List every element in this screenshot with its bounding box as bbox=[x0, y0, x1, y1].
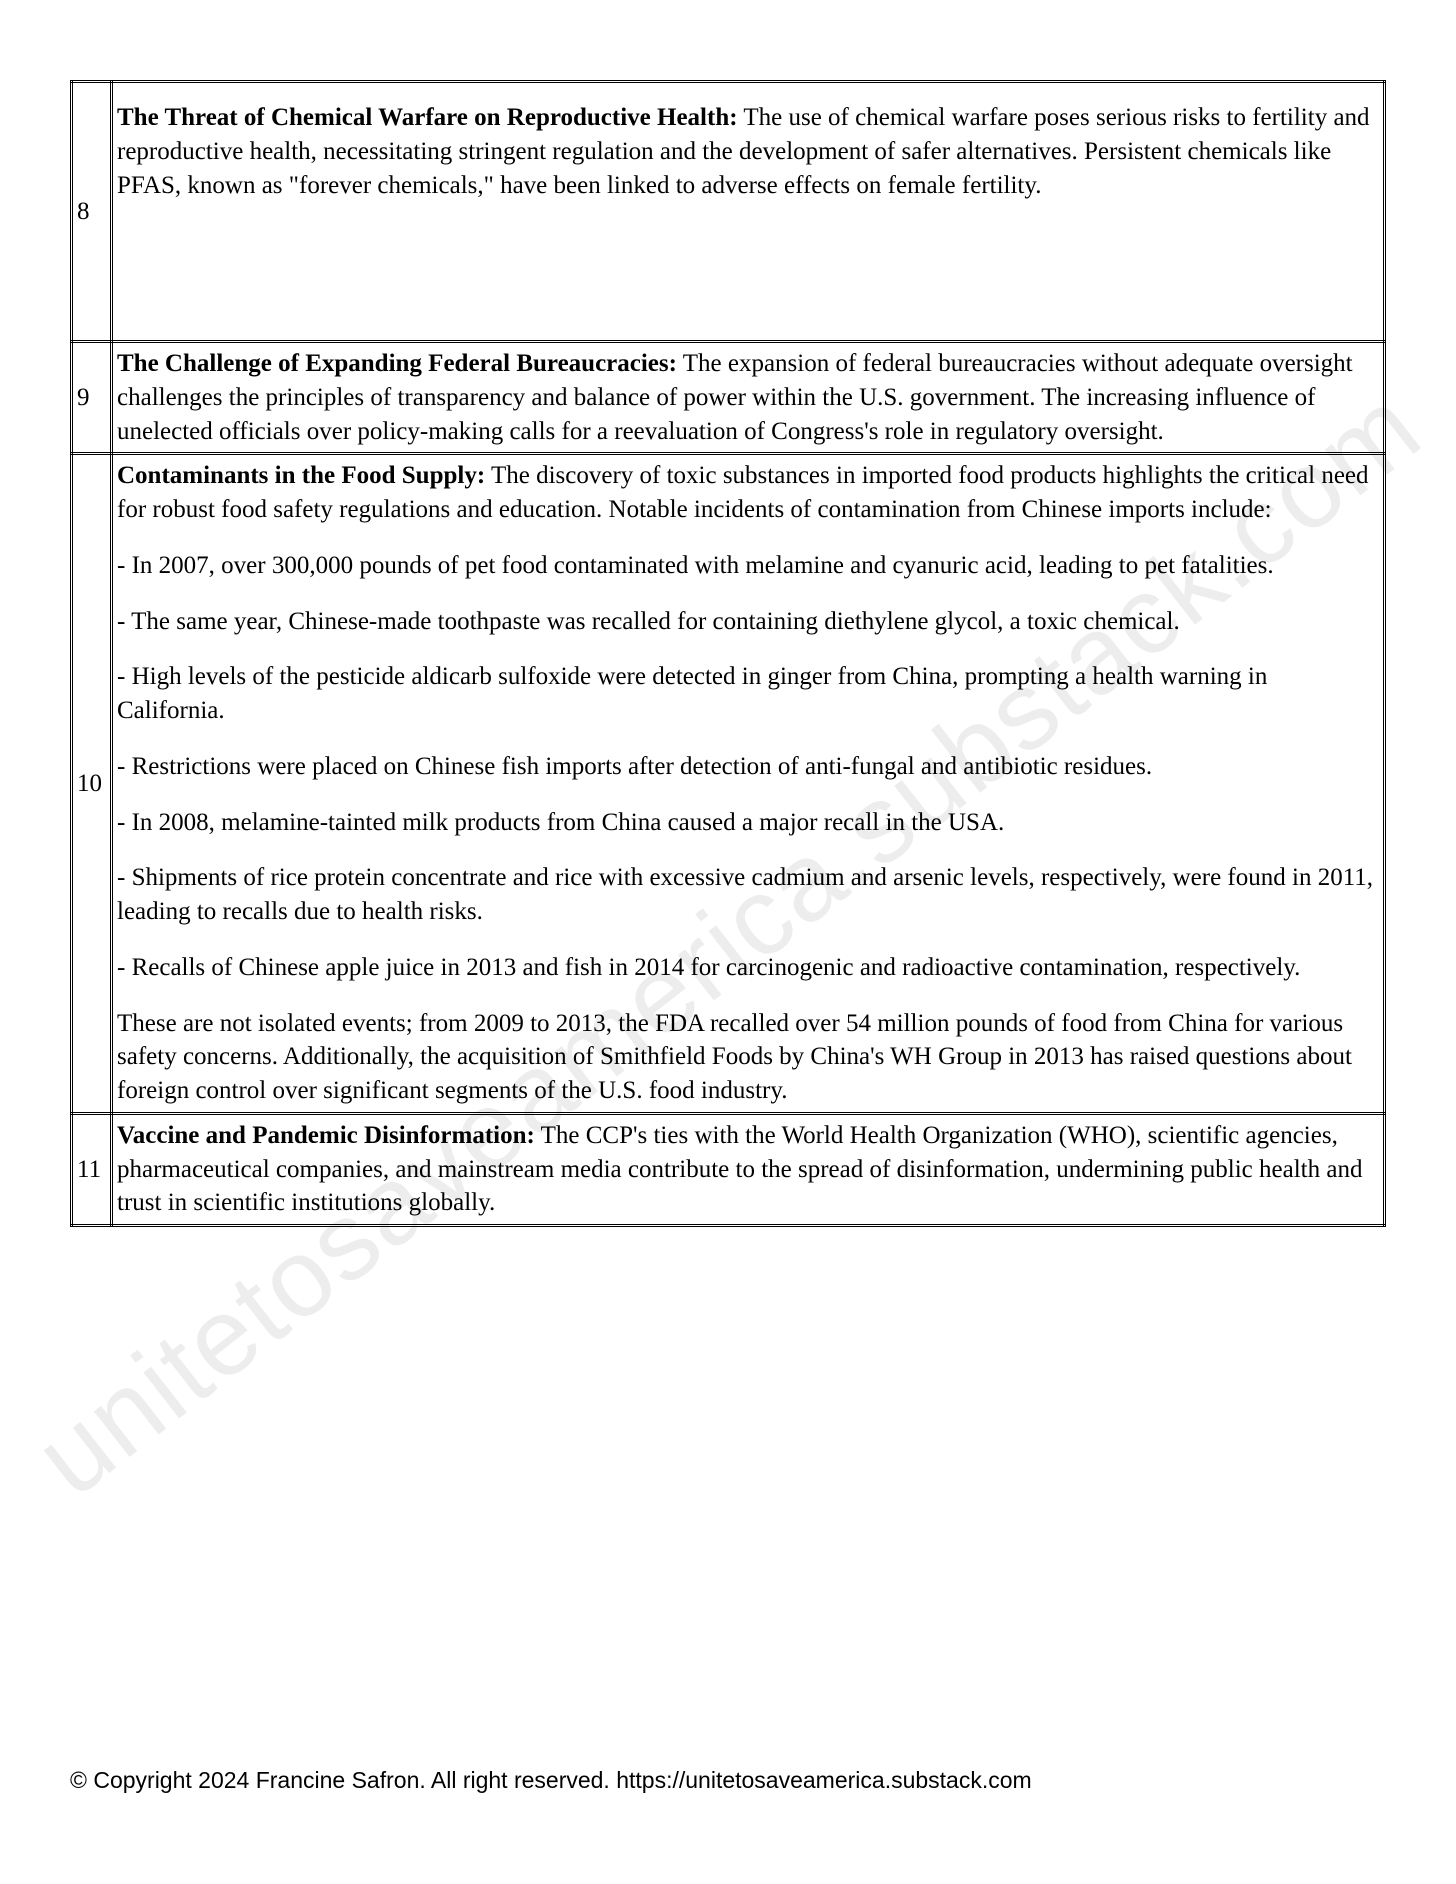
bullet-item: - Recalls of Chinese apple juice in 2013… bbox=[117, 951, 1379, 985]
bullet-item: - High levels of the pesticide aldicarb … bbox=[117, 660, 1379, 728]
row-body: The Threat of Chemical Warfare on Reprod… bbox=[112, 82, 1385, 342]
bullet-item: - Restrictions were placed on Chinese fi… bbox=[117, 750, 1379, 784]
document-page: unitetosaveamerica.substack.com 8 The Th… bbox=[0, 0, 1456, 1884]
bullet-item: - Shipments of rice protein concentrate … bbox=[117, 861, 1379, 929]
bullet-item: - In 2008, melamine-tainted milk product… bbox=[117, 806, 1379, 840]
row-title: Vaccine and Pandemic Disinformation: bbox=[117, 1122, 535, 1149]
table-row: 11 Vaccine and Pandemic Disinformation: … bbox=[72, 1113, 1385, 1225]
row-title: The Challenge of Expanding Federal Burea… bbox=[117, 350, 677, 377]
row-body: Contaminants in the Food Supply: The dis… bbox=[112, 454, 1385, 1114]
bullet-item: - In 2007, over 300,000 pounds of pet fo… bbox=[117, 549, 1379, 583]
footer-copyright: © Copyright 2024 Francine Safron. All ri… bbox=[70, 1767, 1032, 1794]
row-body: Vaccine and Pandemic Disinformation: The… bbox=[112, 1113, 1385, 1225]
content-table: 8 The Threat of Chemical Warfare on Repr… bbox=[70, 80, 1386, 1227]
row-title: The Threat of Chemical Warfare on Reprod… bbox=[117, 104, 738, 131]
row-number: 9 bbox=[72, 342, 112, 454]
row-outro: These are not isolated events; from 2009… bbox=[117, 1007, 1379, 1108]
bullet-item: - The same year, Chinese-made toothpaste… bbox=[117, 605, 1379, 639]
table-row: 8 The Threat of Chemical Warfare on Repr… bbox=[72, 82, 1385, 342]
row-title: Contaminants in the Food Supply: bbox=[117, 462, 485, 489]
row-number: 11 bbox=[72, 1113, 112, 1225]
row-body: The Challenge of Expanding Federal Burea… bbox=[112, 342, 1385, 454]
table-row: 9 The Challenge of Expanding Federal Bur… bbox=[72, 342, 1385, 454]
row-number: 8 bbox=[72, 82, 112, 342]
row-number: 10 bbox=[72, 454, 112, 1114]
table-row: 10 Contaminants in the Food Supply: The … bbox=[72, 454, 1385, 1114]
